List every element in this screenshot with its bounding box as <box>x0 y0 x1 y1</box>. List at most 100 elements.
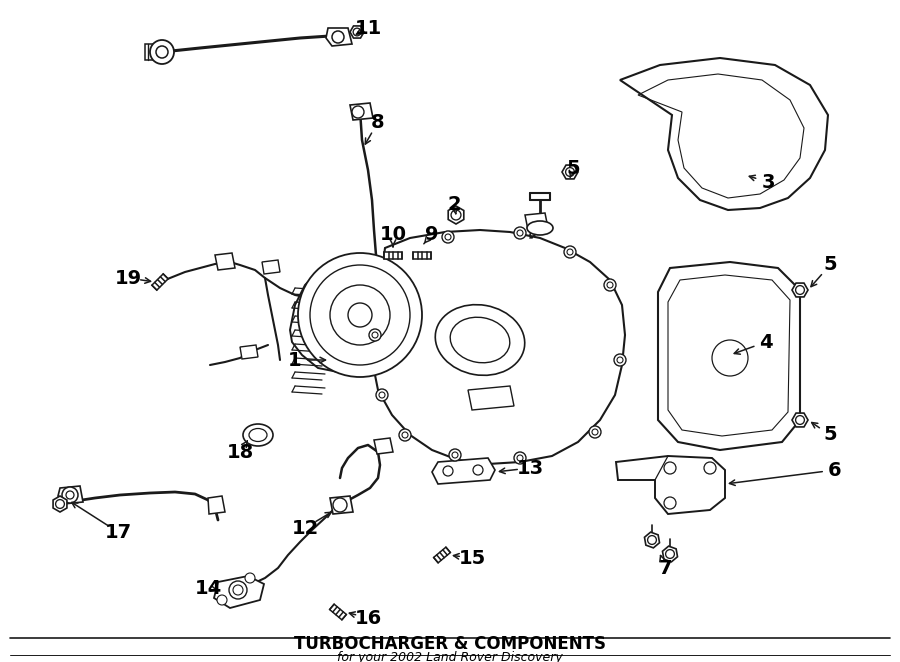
Circle shape <box>607 282 613 288</box>
Ellipse shape <box>249 428 267 442</box>
Circle shape <box>56 500 65 508</box>
Polygon shape <box>525 213 548 230</box>
Polygon shape <box>374 438 393 454</box>
Text: 6: 6 <box>828 461 842 479</box>
Polygon shape <box>384 252 402 258</box>
Circle shape <box>449 449 461 461</box>
Ellipse shape <box>243 424 273 446</box>
Circle shape <box>664 497 676 509</box>
Polygon shape <box>53 496 67 512</box>
Polygon shape <box>413 252 431 258</box>
Polygon shape <box>372 230 625 464</box>
Text: 15: 15 <box>458 549 486 567</box>
Polygon shape <box>448 206 464 224</box>
Circle shape <box>564 246 576 258</box>
Polygon shape <box>662 546 678 562</box>
Polygon shape <box>329 604 346 620</box>
Polygon shape <box>658 262 800 450</box>
Polygon shape <box>330 496 353 514</box>
Circle shape <box>592 429 598 435</box>
Circle shape <box>245 573 255 583</box>
Circle shape <box>217 595 227 605</box>
Circle shape <box>399 429 411 441</box>
Circle shape <box>156 46 168 58</box>
Circle shape <box>233 585 243 595</box>
Text: 1: 1 <box>288 350 302 369</box>
Polygon shape <box>208 496 225 514</box>
Polygon shape <box>434 547 450 563</box>
Circle shape <box>229 581 247 599</box>
Circle shape <box>379 392 385 398</box>
Text: 2: 2 <box>447 195 461 214</box>
Circle shape <box>704 462 716 474</box>
Polygon shape <box>58 486 83 504</box>
Circle shape <box>514 227 526 239</box>
Circle shape <box>517 230 523 236</box>
Circle shape <box>567 249 573 255</box>
Circle shape <box>442 231 454 243</box>
Polygon shape <box>644 532 660 548</box>
Circle shape <box>352 106 364 118</box>
Polygon shape <box>290 260 397 372</box>
Circle shape <box>796 416 805 424</box>
Ellipse shape <box>436 305 525 375</box>
Text: 18: 18 <box>227 442 254 461</box>
Circle shape <box>348 303 372 327</box>
Polygon shape <box>792 413 808 427</box>
Polygon shape <box>350 26 364 38</box>
Polygon shape <box>214 576 264 608</box>
Circle shape <box>353 28 361 36</box>
Circle shape <box>614 354 626 366</box>
Circle shape <box>62 487 78 503</box>
Polygon shape <box>152 274 168 290</box>
Circle shape <box>664 462 676 474</box>
Polygon shape <box>562 165 578 179</box>
Circle shape <box>298 253 422 377</box>
Circle shape <box>332 31 344 43</box>
Circle shape <box>565 167 574 176</box>
Circle shape <box>372 332 378 338</box>
Ellipse shape <box>450 317 509 363</box>
Circle shape <box>402 432 408 438</box>
Text: 10: 10 <box>380 224 407 244</box>
Polygon shape <box>215 253 235 270</box>
Circle shape <box>310 265 410 365</box>
Text: 19: 19 <box>114 269 141 287</box>
Text: 12: 12 <box>292 518 319 538</box>
Circle shape <box>452 452 458 458</box>
Circle shape <box>376 389 388 401</box>
Circle shape <box>648 536 656 544</box>
Circle shape <box>589 426 601 438</box>
Polygon shape <box>262 260 280 274</box>
Circle shape <box>796 285 805 295</box>
Text: 11: 11 <box>355 19 382 38</box>
Circle shape <box>473 465 483 475</box>
Circle shape <box>443 466 453 476</box>
Circle shape <box>666 549 674 559</box>
Circle shape <box>66 491 74 499</box>
Polygon shape <box>240 345 258 359</box>
Circle shape <box>150 40 174 64</box>
Text: 3: 3 <box>761 173 775 191</box>
Circle shape <box>712 340 748 376</box>
Polygon shape <box>468 386 514 410</box>
Circle shape <box>369 329 381 341</box>
Polygon shape <box>326 28 352 46</box>
Text: 7: 7 <box>658 559 671 577</box>
Polygon shape <box>145 44 162 60</box>
Text: 4: 4 <box>760 332 773 352</box>
Polygon shape <box>432 458 495 484</box>
Text: TURBOCHARGER & COMPONENTS: TURBOCHARGER & COMPONENTS <box>294 635 606 653</box>
Text: 5: 5 <box>824 256 837 275</box>
Circle shape <box>514 452 526 464</box>
Circle shape <box>517 455 523 461</box>
Polygon shape <box>374 284 394 300</box>
Text: 9: 9 <box>425 224 439 244</box>
Text: 5: 5 <box>566 158 580 177</box>
Polygon shape <box>620 58 828 210</box>
Text: 14: 14 <box>194 579 221 598</box>
Circle shape <box>451 210 461 220</box>
Text: 16: 16 <box>355 608 382 628</box>
Circle shape <box>445 234 451 240</box>
Text: 8: 8 <box>371 113 385 132</box>
